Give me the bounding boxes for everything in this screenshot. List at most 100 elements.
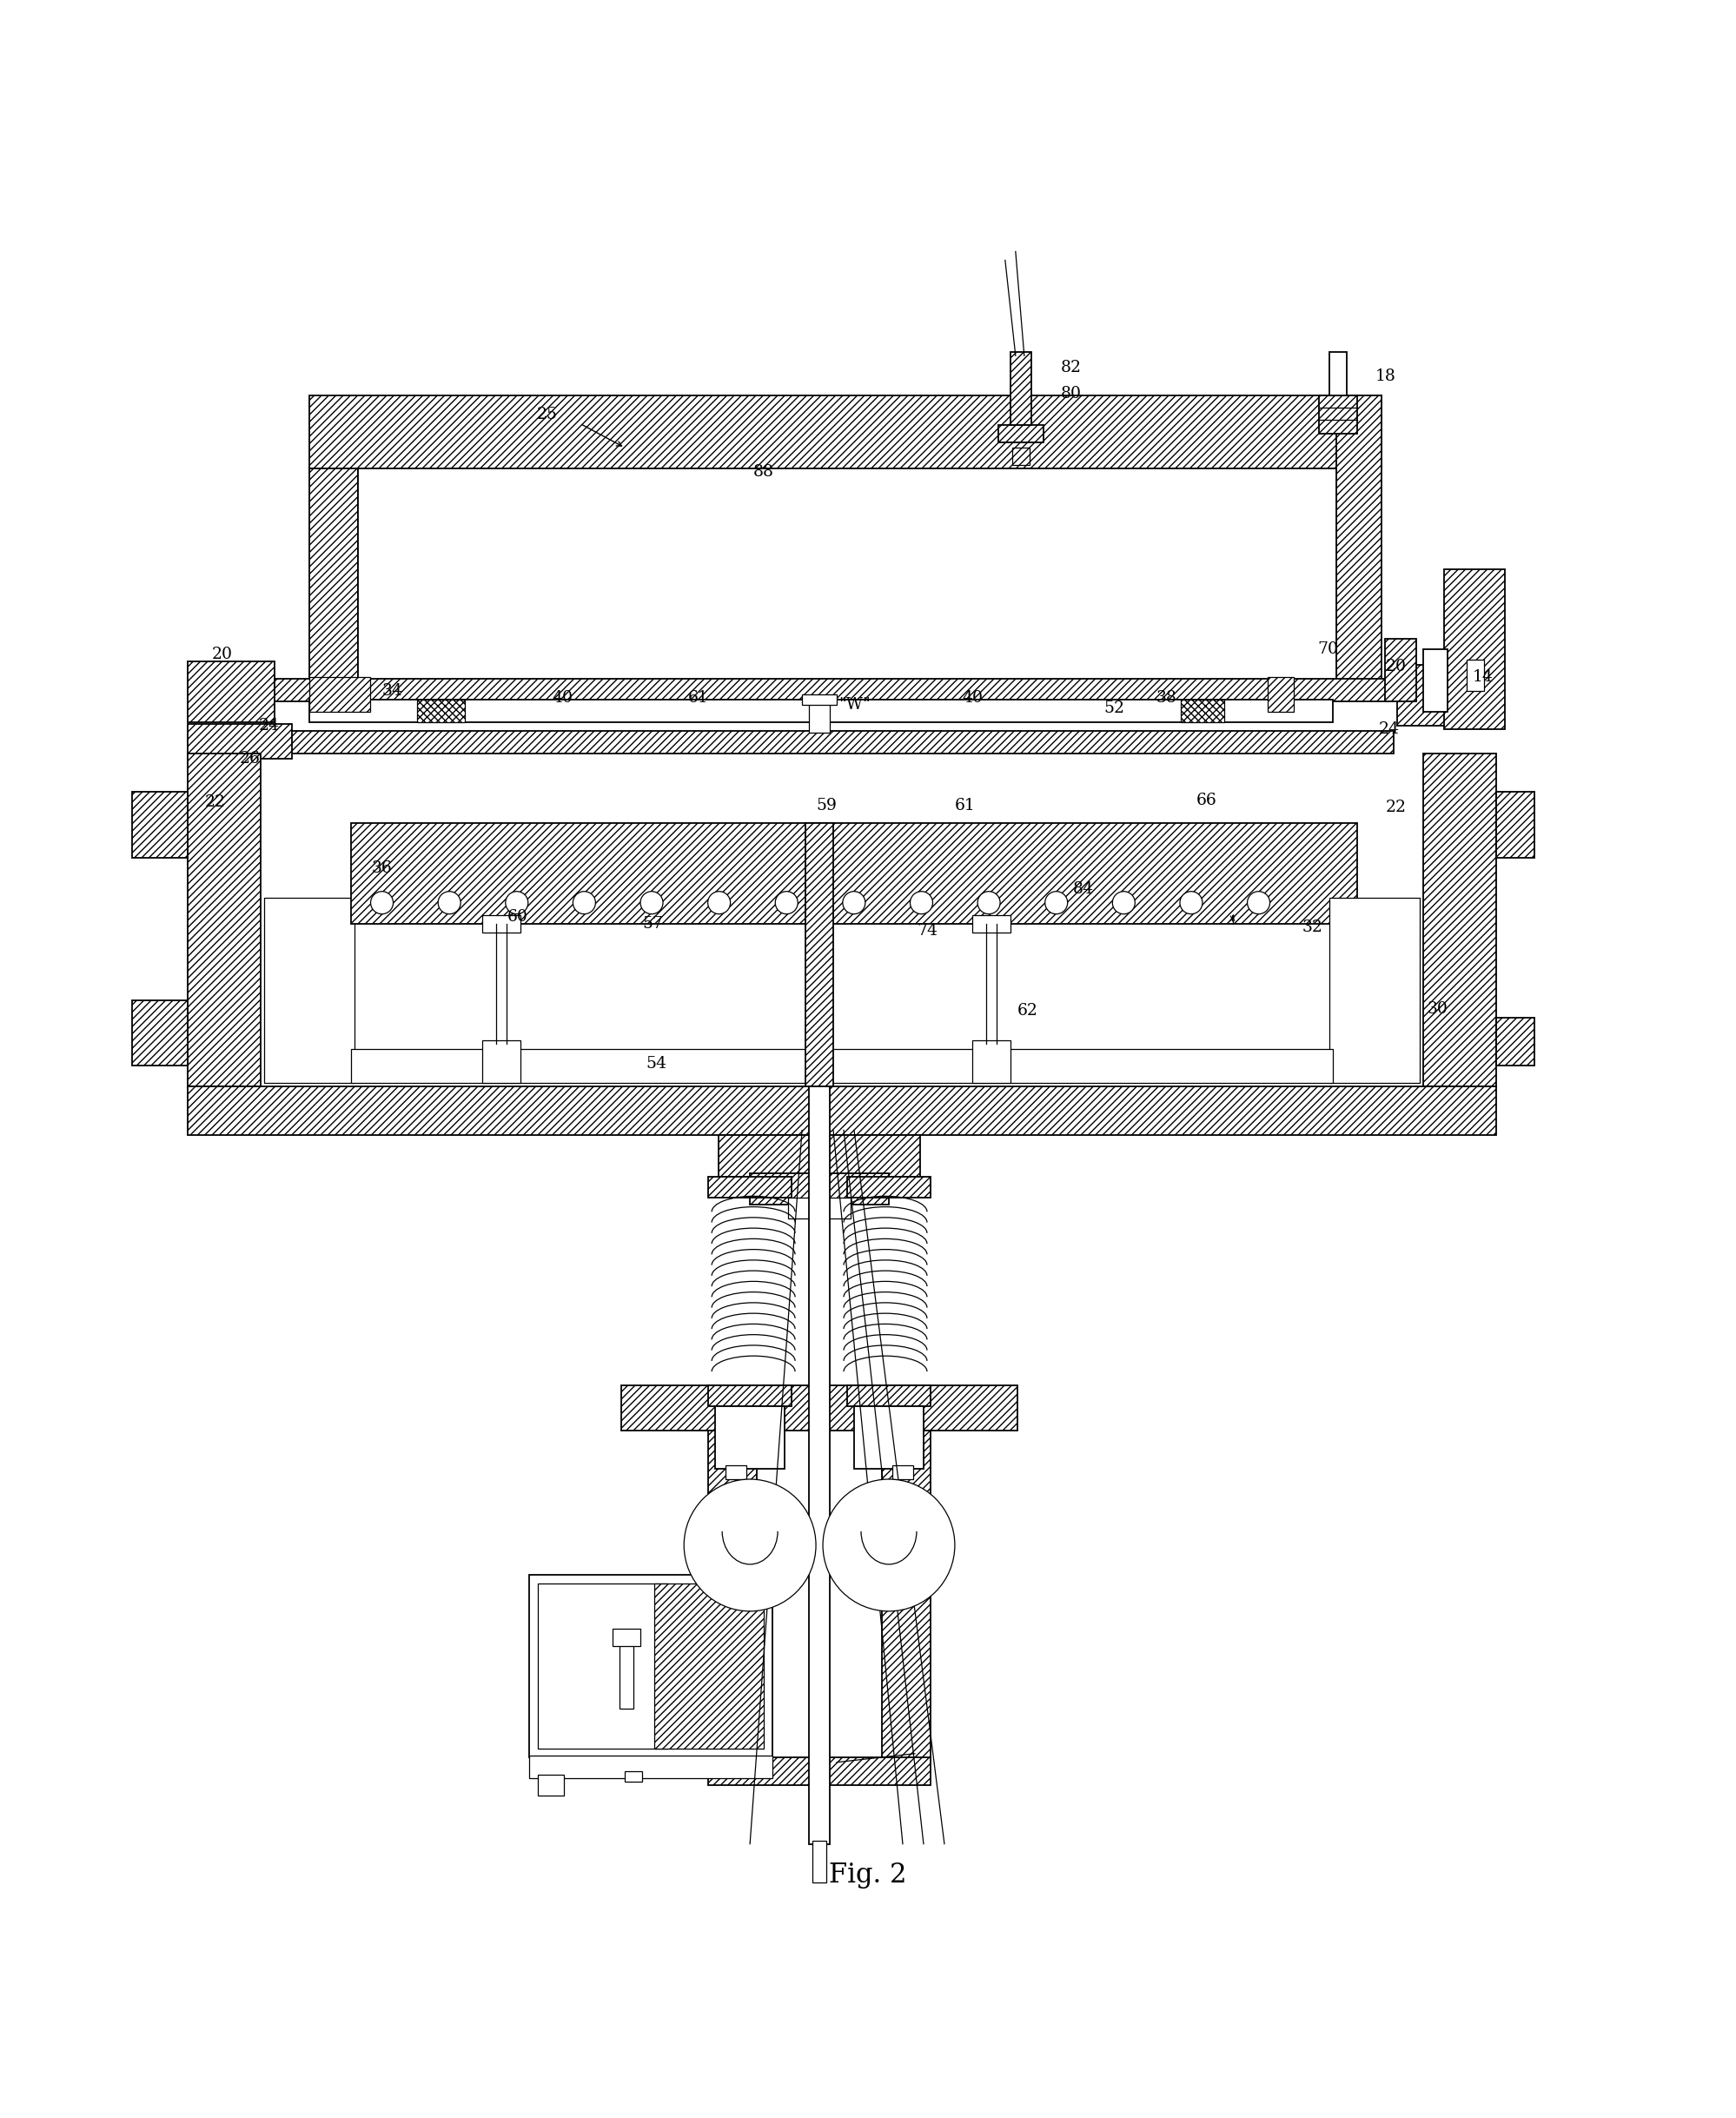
Text: 40: 40 [962, 690, 983, 705]
Text: 54: 54 [646, 1057, 667, 1072]
Bar [1397, 665, 1477, 726]
Bar [892, 1466, 913, 1478]
Bar [132, 1000, 187, 1065]
Circle shape [977, 892, 1000, 915]
Bar [613, 1629, 641, 1646]
Bar [269, 731, 1394, 754]
Bar [1267, 678, 1293, 712]
Bar [847, 1178, 930, 1199]
Circle shape [776, 892, 799, 915]
Circle shape [1113, 892, 1135, 915]
Text: 80: 80 [1061, 385, 1082, 402]
Bar [1385, 640, 1417, 701]
Circle shape [684, 1478, 816, 1612]
Bar [1010, 352, 1031, 426]
Bar [187, 1087, 1496, 1135]
Bar [351, 822, 1358, 923]
Bar [726, 1466, 746, 1478]
Circle shape [708, 892, 731, 915]
Bar [309, 468, 358, 680]
Circle shape [1246, 892, 1271, 915]
Text: 38: 38 [1156, 690, 1177, 705]
Circle shape [910, 892, 932, 915]
Text: 25: 25 [536, 407, 557, 424]
Bar [1330, 352, 1347, 396]
Text: 24: 24 [1378, 722, 1399, 737]
Bar [483, 915, 521, 932]
Bar [806, 822, 833, 1087]
Text: 60: 60 [507, 909, 528, 923]
Text: 88: 88 [753, 464, 774, 481]
Bar [309, 678, 370, 712]
Text: 22: 22 [205, 794, 226, 809]
Bar [620, 1639, 634, 1709]
Bar [1319, 396, 1358, 434]
Text: 20: 20 [212, 646, 233, 663]
Text: 52: 52 [1104, 701, 1125, 716]
Text: 24: 24 [259, 718, 279, 733]
Text: 14: 14 [1472, 669, 1493, 684]
Text: 61: 61 [955, 798, 976, 813]
Text: 66: 66 [1196, 792, 1217, 809]
Bar [625, 1771, 642, 1781]
Circle shape [1045, 892, 1068, 915]
Bar [708, 1178, 792, 1199]
Bar [1496, 1017, 1535, 1065]
Text: 32: 32 [1302, 919, 1323, 934]
Circle shape [437, 892, 460, 915]
Bar [708, 1430, 757, 1760]
Bar [187, 661, 274, 722]
Bar [719, 1135, 920, 1178]
Circle shape [1180, 892, 1203, 915]
Text: 26: 26 [240, 750, 260, 767]
Bar [417, 699, 465, 722]
Bar [309, 396, 1382, 468]
Bar [812, 1841, 826, 1883]
Bar [538, 1775, 564, 1796]
Bar [972, 1040, 1010, 1082]
Bar [809, 697, 830, 733]
Text: 61: 61 [687, 690, 708, 705]
Circle shape [641, 892, 663, 915]
Circle shape [505, 892, 528, 915]
Bar [847, 1385, 930, 1406]
Bar [1496, 792, 1535, 858]
Bar [1424, 650, 1448, 712]
Bar [529, 1574, 773, 1758]
Bar [538, 1584, 668, 1747]
Text: 74: 74 [917, 923, 937, 938]
Bar [708, 1385, 792, 1406]
Bar [809, 1087, 830, 1845]
Text: 84: 84 [1073, 881, 1094, 896]
Bar [1444, 570, 1505, 729]
Bar [1467, 659, 1484, 690]
Bar [998, 426, 1043, 443]
Bar [1424, 754, 1496, 1087]
Text: 40: 40 [552, 690, 573, 705]
Bar [132, 792, 187, 858]
Text: 22: 22 [1385, 798, 1406, 815]
Bar [269, 678, 1394, 701]
Bar [1012, 447, 1029, 466]
Text: 70: 70 [1318, 642, 1338, 657]
Bar [882, 1430, 930, 1760]
Text: 57: 57 [642, 915, 663, 932]
Bar [358, 468, 1337, 680]
Text: 82: 82 [1061, 360, 1082, 375]
Text: 20: 20 [1385, 659, 1406, 674]
Bar [972, 915, 1010, 932]
Text: 62: 62 [1017, 1002, 1038, 1019]
Bar [802, 695, 837, 705]
Bar [1337, 396, 1382, 680]
Text: 30: 30 [1427, 1002, 1448, 1017]
Bar [1180, 699, 1224, 722]
Bar [788, 1199, 851, 1218]
Text: 18: 18 [1375, 369, 1396, 383]
Text: "W": "W" [838, 697, 870, 712]
Bar [708, 1758, 930, 1785]
Circle shape [372, 892, 392, 915]
Text: Fig. 2: Fig. 2 [830, 1862, 906, 1889]
Bar [187, 754, 260, 1087]
Bar [715, 1406, 785, 1468]
Text: 36: 36 [372, 860, 392, 877]
